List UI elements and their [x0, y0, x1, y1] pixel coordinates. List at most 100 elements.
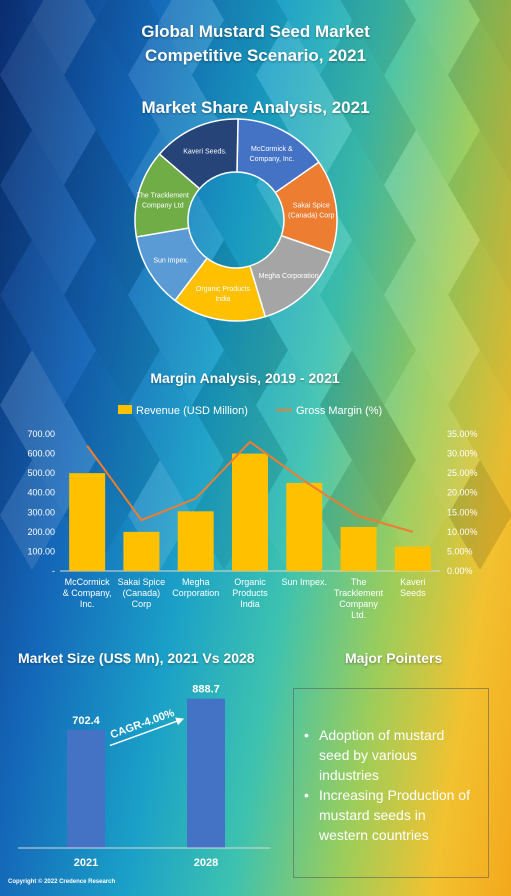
- revenue-bar: [394, 546, 431, 571]
- left-axis-tick-label: 700.00: [27, 429, 55, 439]
- donut-label-line: Company, Inc.: [250, 156, 295, 163]
- background-diamond: [480, 76, 511, 184]
- legend-revenue-label: Revenue (USD Million): [136, 405, 248, 417]
- left-axis-tick-label: -: [52, 566, 55, 576]
- background-diamond: [256, 350, 320, 460]
- category-label-line: Seeds: [400, 588, 426, 598]
- background-diamond: [384, 350, 448, 460]
- background-diamond: [468, 0, 492, 20]
- pointer-item: • Adoption of mustard seed by various ind…: [302, 725, 478, 785]
- donut-slice-label: Sakai Spice (Canada) Corp: [288, 203, 334, 220]
- bullet-icon: •: [304, 727, 309, 743]
- margin-analysis-title: Margin Analysis, 2019 - 2021: [150, 370, 340, 386]
- background-diamond: [128, 20, 192, 130]
- background-diamond: [0, 130, 64, 240]
- donut-label-line: Organic Products: [196, 286, 251, 293]
- category-label-line: McCormick: [65, 577, 110, 587]
- donut-slice-label: The Tracklement Company Ltd: [137, 193, 189, 210]
- market-size-chart: 702.4 2021 888.7 2028 CAGR-4.00%: [18, 684, 270, 869]
- category-tick-label: Sakai Spice (Canada) Corp: [118, 577, 166, 609]
- legend-margin-swatch: [276, 409, 292, 411]
- background-diamond: [256, 20, 320, 130]
- background-diamond: [448, 130, 511, 240]
- background-diamond: [0, 295, 32, 405]
- category-label-line: Megha: [182, 577, 210, 587]
- donut-label-line: Megha Corporation: [259, 273, 319, 280]
- margin-legend: Revenue (USD Million) Gross Margin (%): [0, 405, 511, 421]
- revenue-bar: [123, 531, 160, 571]
- background-diamond: [212, 0, 236, 20]
- background-diamond: [288, 295, 352, 405]
- legend-revenue: Revenue (USD Million): [118, 405, 248, 417]
- background-diamond: [0, 185, 32, 295]
- right-axis-tick-label: 0.00%: [447, 566, 473, 576]
- category-label-line: Inc.: [80, 599, 95, 609]
- background-diamond: [416, 0, 480, 75]
- donut-label-line: Company Ltd: [142, 203, 184, 210]
- donut-slice-label: Kaveri Seeds.: [183, 149, 227, 156]
- background-diamond: [480, 186, 511, 294]
- background-diamond: [96, 405, 160, 515]
- cagr-label: CAGR-4.00%: [109, 707, 176, 741]
- background-diamond: [384, 460, 448, 570]
- background-diamond: [0, 75, 32, 185]
- background-diamond: [384, 240, 448, 350]
- market-size-title: Market Size (US$ Mn), 2021 Vs 2028: [18, 650, 255, 666]
- major-pointers-list: • Adoption of mustard seed by various ind…: [294, 689, 488, 845]
- category-label-line: Sakai Spice: [118, 577, 166, 587]
- background-diamond: [448, 460, 511, 570]
- background-diamond: [0, 350, 64, 460]
- cagr-arrow-line: [109, 719, 181, 747]
- left-axis-tick-label: 100.00: [27, 546, 55, 556]
- right-axis-tick-label: 35.00%: [447, 429, 478, 439]
- revenue-bar: [232, 453, 268, 571]
- category-label-line: Organic: [234, 577, 266, 587]
- right-axis-tick-label: 5.00%: [447, 546, 473, 556]
- donut-label-line: Kaveri Seeds.: [183, 149, 227, 156]
- category-tick-label: Kaveri Seeds: [400, 577, 426, 598]
- background-diamond: [416, 405, 480, 515]
- pointer-item: • Increasing Production of mustard seeds …: [302, 785, 478, 845]
- background-diamond: [64, 350, 128, 460]
- donut-label-line: The Tracklement: [137, 193, 189, 200]
- market-share-title: Market Share Analysis, 2021: [141, 98, 370, 117]
- market-size-bar: [187, 698, 225, 848]
- right-axis-tick-label: 20.00%: [447, 488, 478, 498]
- background-diamond: [352, 0, 416, 75]
- background-diamond: [416, 185, 480, 295]
- donut-label-line: Sakai Spice: [293, 203, 330, 210]
- cagr-arrow-group: CAGR-4.00%: [109, 707, 185, 747]
- category-tick-label: Organic Products India: [232, 577, 268, 609]
- background-diamond: [160, 0, 224, 75]
- background-diamond: [352, 75, 416, 185]
- background-diamond: [0, 20, 64, 130]
- category-tick-label: Sun Impex.: [282, 577, 328, 587]
- left-axis-tick-label: 400.00: [27, 488, 55, 498]
- right-axis-tick-label: 10.00%: [447, 527, 478, 537]
- left-axis-tick-label: 300.00: [27, 507, 55, 517]
- background-diamond: [448, 20, 511, 130]
- category-label-line: The: [351, 577, 367, 587]
- bullet-icon: •: [304, 787, 309, 803]
- background-diamond: [448, 240, 511, 350]
- background-diamond: [32, 0, 96, 75]
- donut-label-line: India: [215, 296, 230, 303]
- market-size-value-label: 888.7: [192, 684, 220, 696]
- background-diamond: [0, 460, 64, 570]
- market-share-donut-chart: McCormick & Company, Inc. Sakai Spice (Cana…: [134, 118, 338, 322]
- right-axis-tick-label: 25.00%: [447, 468, 478, 478]
- page-title-line2: Competitive Scenario, 2021: [144, 46, 367, 65]
- background-diamond: [352, 185, 416, 295]
- category-label-line: (Canada): [123, 588, 161, 598]
- background-diamond: [224, 295, 288, 405]
- revenue-bar: [69, 473, 106, 571]
- major-pointers-title: Major Pointers: [345, 650, 443, 666]
- background-diamond: [404, 0, 428, 20]
- market-size-year-label: 2021: [74, 857, 98, 869]
- background-diamond: [32, 185, 96, 295]
- background-diamond: [384, 130, 448, 240]
- pointer-text: Increasing Production of mustard seeds i…: [319, 787, 470, 843]
- category-label-line: Tracklement: [334, 588, 384, 598]
- copyright-text: Copyright © 2022 Credence Research: [8, 879, 116, 885]
- background-diamond: [192, 20, 256, 130]
